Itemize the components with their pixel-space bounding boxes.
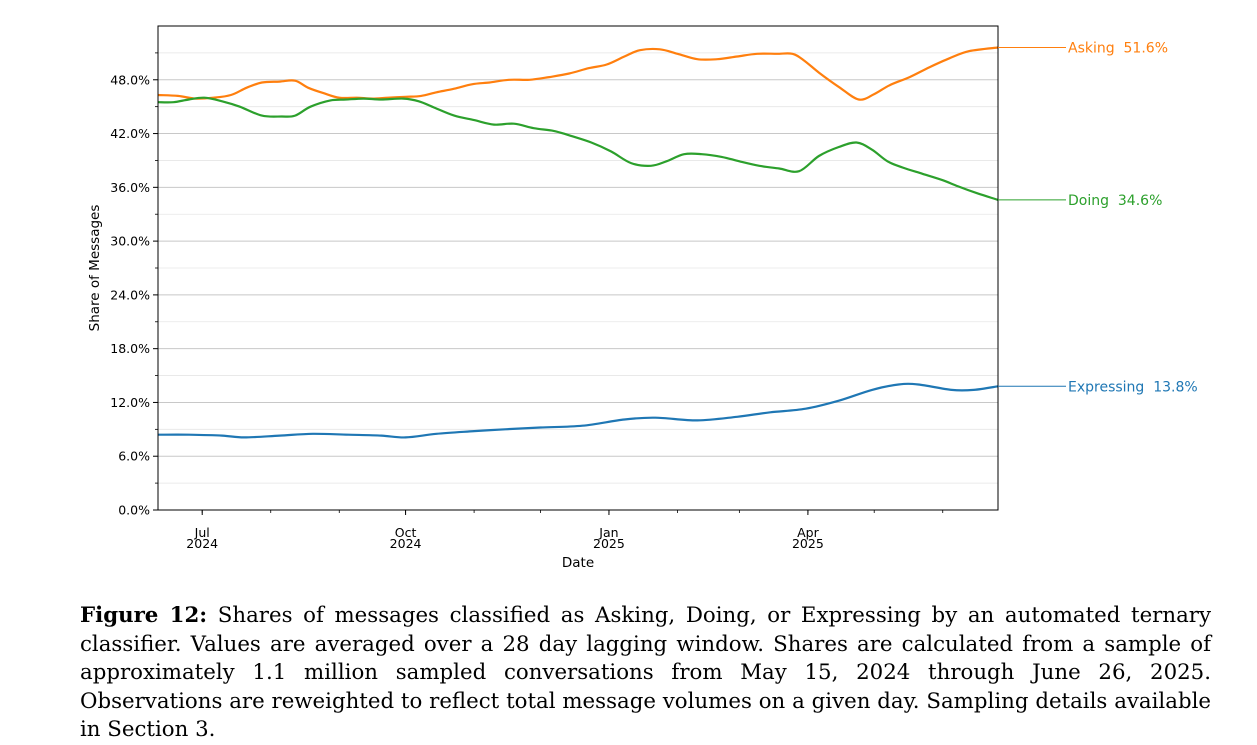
end-label-expressing: Expressing 13.8% — [1068, 379, 1198, 395]
y-tick-label: 24.0% — [110, 287, 150, 302]
x-tick-year-label: 2025 — [593, 536, 625, 551]
series-line-asking — [157, 46, 999, 101]
x-axis-title: Date — [562, 555, 594, 571]
x-tick-year-label: 2025 — [792, 536, 824, 551]
chart-series — [157, 46, 999, 439]
caption-label: Figure 12: — [80, 603, 208, 628]
figure-caption: Figure 12: Shares of messages classified… — [80, 602, 1211, 745]
x-tick-month-label: Oct — [395, 525, 417, 540]
x-tick-month-label: Jan — [598, 525, 618, 540]
y-tick-label: 6.0% — [118, 449, 150, 464]
end-label-asking: Asking 51.6% — [1068, 41, 1168, 57]
x-tick-year-label: 2024 — [390, 536, 422, 551]
caption-text: Shares of messages classified as Asking,… — [80, 603, 1211, 742]
y-axis-title: Share of Messages — [87, 205, 103, 332]
chart-end-labels: Asking 51.6% Doing 34.6% Expressing 13.8% — [998, 41, 1198, 395]
y-tick-label: 42.0% — [110, 126, 150, 141]
x-tick-year-label: 2024 — [186, 536, 218, 551]
y-tick-label: 48.0% — [110, 72, 150, 87]
line-chart: 0.0% 6.0% 12.0% 18.0% 24.0% 30.0% 36.0% 42.0% 48… — [87, 25, 1198, 571]
y-tick-label: 12.0% — [110, 395, 150, 410]
x-tick-month-label: Jul — [194, 525, 210, 540]
y-tick-label: 30.0% — [110, 234, 150, 249]
chart-gridlines — [158, 52, 998, 484]
series-line-doing — [157, 96, 999, 201]
y-tick-label: 0.0% — [118, 503, 150, 518]
y-tick-label: 36.0% — [110, 180, 150, 195]
x-tick-month-label: Apr — [797, 525, 819, 540]
series-line-expressing — [157, 382, 999, 439]
chart-axes: 0.0% 6.0% 12.0% 18.0% 24.0% 30.0% 36.0% 42.0% 48… — [110, 52, 944, 551]
end-label-doing: Doing 34.6% — [1068, 193, 1162, 209]
y-tick-label: 18.0% — [110, 341, 150, 356]
